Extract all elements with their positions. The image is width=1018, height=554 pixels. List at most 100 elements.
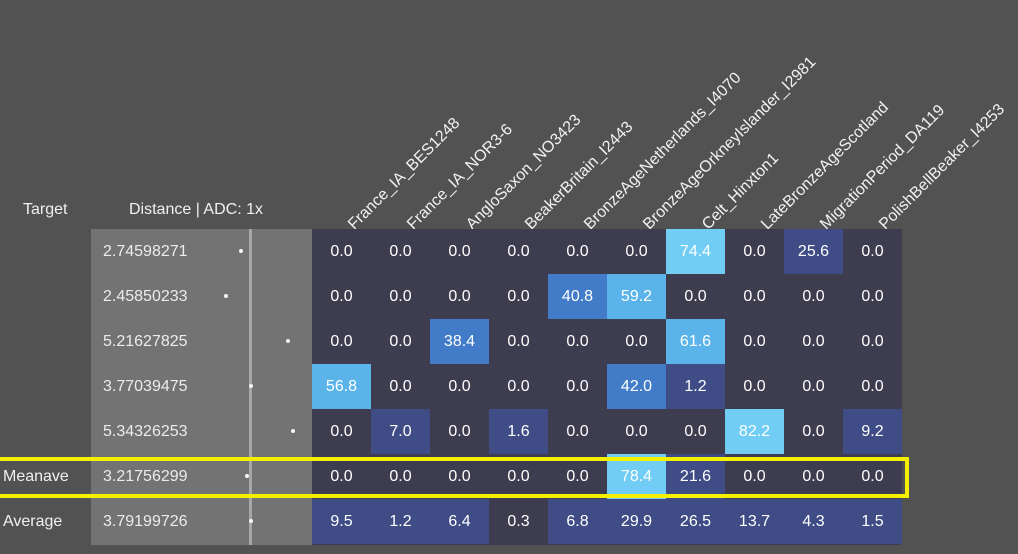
row-distance: 5.34326253 (103, 423, 188, 440)
heatmap-cell: 0.0 (371, 229, 430, 274)
heatmap-cell: 0.0 (607, 319, 666, 364)
heatmap-cell: 0.0 (607, 229, 666, 274)
heatmap-cell: 0.0 (489, 364, 548, 409)
row-distance: 3.21756299 (103, 468, 188, 485)
heatmap-cell: 0.0 (371, 364, 430, 409)
distance-header: Distance | ADC: 1x (129, 201, 263, 218)
heatmap-cell: 0.0 (548, 409, 607, 454)
table-row[interactable]: Average 3.79199726 9.5 1.2 6.4 0.3 6.8 29.9 26.5… (0, 499, 1018, 544)
heatmap-cell: 0.0 (843, 319, 902, 364)
heatmap-cell: 13.7 (725, 499, 784, 544)
heatmap-cell: 59.2 (607, 274, 666, 319)
distance-marker (245, 474, 250, 478)
heatmap-cell: 0.0 (784, 409, 843, 454)
table-row[interactable]: 5.34326253 0.0 7.0 0.0 1.6 0.0 0.0 0.0 82.2 0.0 9.… (0, 409, 1018, 454)
heatmap-cell: 0.0 (548, 229, 607, 274)
heatmap-cell: 0.0 (312, 229, 371, 274)
heatmap-cell: 0.0 (784, 274, 843, 319)
heatmap-cell: 0.0 (489, 229, 548, 274)
heatmap-cell: 0.0 (548, 364, 607, 409)
column-header: France_IA_BES1248 (345, 114, 464, 234)
heatmap-cell: 9.2 (843, 409, 902, 454)
heatmap-cell: 1.6 (489, 409, 548, 454)
row-distance: 5.21627825 (103, 333, 188, 350)
row-distance: 2.74598271 (103, 243, 188, 260)
heatmap-cell: 0.0 (430, 274, 489, 319)
table-row[interactable]: 5.21627825 0.0 0.0 38.4 0.0 0.0 0.0 61.6 0.0 0.0 0… (0, 319, 1018, 364)
heatmap-cell: 6.8 (548, 499, 607, 544)
column-header: BeakerBritain_I2443 (522, 118, 637, 234)
heatmap-cell: 1.5 (843, 499, 902, 544)
heatmap-cell: 0.0 (430, 454, 489, 499)
heatmap-cell: 0.0 (489, 274, 548, 319)
column-header: France_IA_NOR3-6 (404, 121, 516, 234)
heatmap-cell: 0.0 (548, 319, 607, 364)
distance-marker (249, 519, 254, 523)
heatmap-cell: 9.5 (312, 499, 371, 544)
heatmap-cell: 0.0 (843, 454, 902, 499)
heatmap-cell: 0.0 (371, 274, 430, 319)
heatmap-cell: 4.3 (784, 499, 843, 544)
distance-marker (249, 384, 254, 388)
heatmap-cell: 0.0 (489, 319, 548, 364)
heatmap-cell: 0.0 (430, 364, 489, 409)
heatmap-cell: 0.0 (843, 274, 902, 319)
heatmap-cell: 0.3 (489, 499, 548, 544)
distance-marker (286, 339, 290, 343)
heatmap-cell: 42.0 (607, 364, 666, 409)
row-distance: 3.77039475 (103, 378, 188, 395)
heatmap-cell: 26.5 (666, 499, 725, 544)
distance-marker (239, 249, 244, 253)
heatmap-cell: 0.0 (725, 454, 784, 499)
heatmap-cell: 0.0 (725, 274, 784, 319)
heatmap-cell: 0.0 (371, 319, 430, 364)
heatmap-cell: 21.6 (666, 454, 725, 499)
table-row[interactable]: 3.77039475 56.8 0.0 0.0 0.0 0.0 42.0 1.2 0.0 0.0 0… (0, 364, 1018, 409)
row-distance: 2.45850233 (103, 288, 188, 305)
heatmap-cell: 78.4 (607, 454, 666, 499)
heatmap-cell: 0.0 (784, 364, 843, 409)
heatmap-cell: 56.8 (312, 364, 371, 409)
row-target-label: Average (3, 513, 63, 530)
heatmap-cell: 1.2 (666, 364, 725, 409)
heatmap-cell: 1.2 (371, 499, 430, 544)
heatmap-cell: 74.4 (666, 229, 725, 274)
heatmap-cell: 0.0 (843, 229, 902, 274)
heatmap-cell: 0.0 (784, 319, 843, 364)
row-target-label: Meanave (3, 468, 69, 485)
heatmap-cell: 0.0 (430, 409, 489, 454)
heatmap-cell: 0.0 (548, 454, 607, 499)
heatmap-cell: 61.6 (666, 319, 725, 364)
heatmap-cell: 0.0 (666, 274, 725, 319)
heatmap-cell: 0.0 (430, 229, 489, 274)
heatmap-cell: 40.8 (548, 274, 607, 319)
table-row[interactable]: Meanave 3.21756299 0.0 0.0 0.0 0.0 0.0 78.4 21.6… (0, 454, 1018, 499)
heatmap-cell: 0.0 (371, 454, 430, 499)
heatmap-cell: 0.0 (312, 409, 371, 454)
heatmap-cell: 0.0 (784, 454, 843, 499)
heatmap-cell: 6.4 (430, 499, 489, 544)
row-distance: 3.79199726 (103, 513, 188, 530)
distance-marker (290, 429, 295, 433)
heatmap-cell: 0.0 (725, 319, 784, 364)
heatmap-cell: 0.0 (607, 409, 666, 454)
heatmap-cell: 0.0 (312, 274, 371, 319)
distance-panel (91, 229, 312, 545)
heatmap-cell: 0.0 (843, 364, 902, 409)
heatmap-cell: 0.0 (312, 454, 371, 499)
target-header: Target (23, 201, 68, 218)
heatmap-cell: 0.0 (666, 409, 725, 454)
heatmap-cell: 0.0 (725, 229, 784, 274)
heatmap-cell: 25.6 (784, 229, 843, 274)
table-row[interactable]: 2.45850233 0.0 0.0 0.0 0.0 40.8 59.2 0.0 0.0 0.0 0… (0, 274, 1018, 319)
heatmap-cell: 7.0 (371, 409, 430, 454)
heatmap-cell: 0.0 (312, 319, 371, 364)
selected-row-highlight (0, 457, 909, 498)
heatmap-cell: 38.4 (430, 319, 489, 364)
heatmap-cell: 29.9 (607, 499, 666, 544)
table-row[interactable]: 2.74598271 0.0 0.0 0.0 0.0 0.0 0.0 74.4 0.0 25.6 0… (0, 229, 1018, 274)
distance-marker (223, 294, 228, 298)
heatmap-cell: 0.0 (489, 454, 548, 499)
heatmap-cell: 82.2 (725, 409, 784, 454)
heatmap-cell: 0.0 (725, 364, 784, 409)
